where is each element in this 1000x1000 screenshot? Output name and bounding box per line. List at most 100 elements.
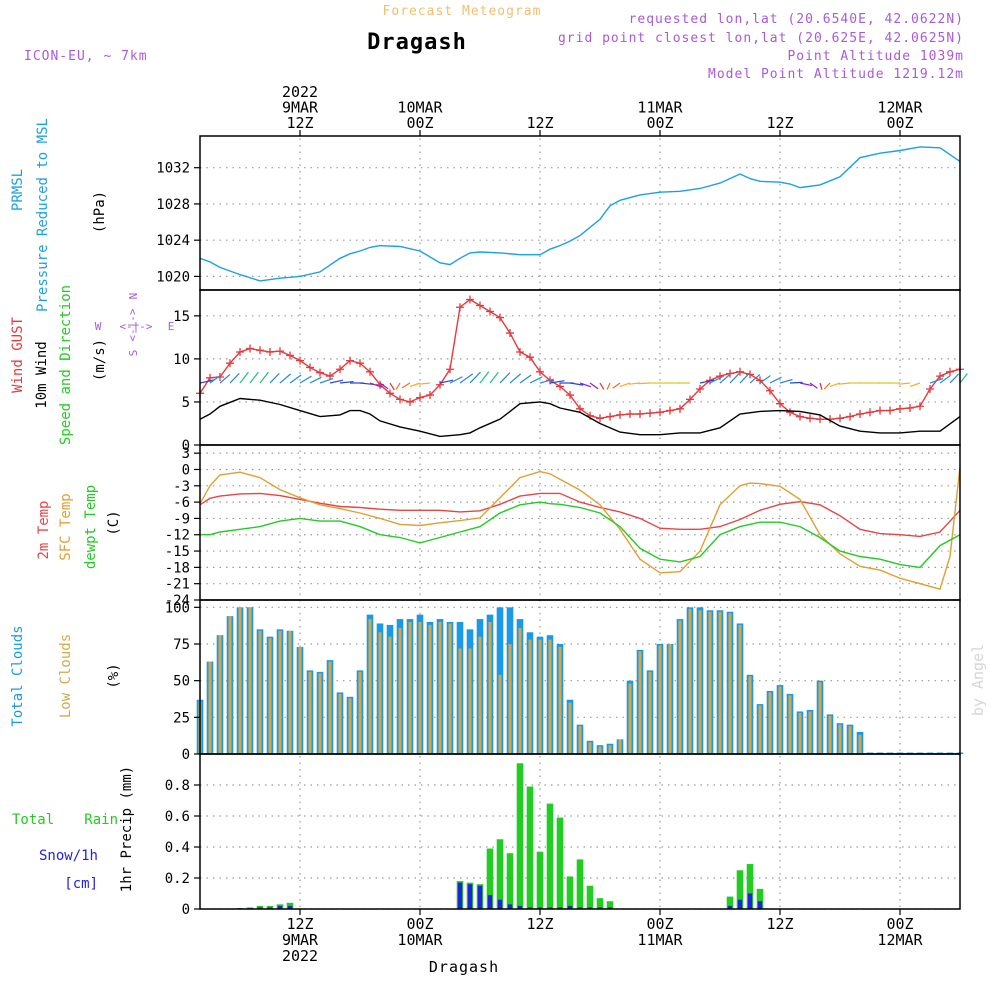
precip-y-tick-label: 0.6: [165, 809, 190, 825]
gust-marker: [726, 369, 734, 378]
gust-marker: [936, 372, 944, 381]
temperature-series-dewpt-temp: [200, 501, 961, 569]
wind-barb: [309, 376, 322, 384]
rain-bar: [516, 763, 524, 909]
gust-marker: [346, 356, 354, 365]
top-time-label: 10MAR: [397, 99, 443, 117]
wind-barb: [209, 375, 221, 384]
rain-bar: [536, 851, 544, 909]
wind-y-tick-label: 10: [173, 352, 190, 368]
gust-marker: [246, 344, 254, 353]
gust-marker: [566, 391, 574, 400]
low-clouds-bar: [418, 622, 422, 754]
wind-series-10m-wind: [199, 397, 961, 438]
wind-barb: [289, 374, 302, 384]
gust-marker: [886, 406, 894, 415]
wind-y-tick-label: 15: [173, 309, 190, 325]
wind-barb: [612, 382, 621, 389]
gust-marker: [266, 348, 274, 356]
snow-bar: [507, 904, 513, 909]
precip-legend-label: Total: [12, 812, 54, 828]
precip-legend-label: [cm]: [64, 876, 98, 892]
rain-bar: [576, 859, 584, 909]
low-clouds-bar: [838, 724, 842, 754]
rain-bar: [556, 817, 564, 909]
temperature-y-tick-label: -6: [173, 495, 190, 511]
temperature-axis-label: dewpt Temp: [83, 485, 99, 569]
gust-marker: [436, 380, 444, 389]
low-clouds-bar: [718, 611, 722, 754]
bottom-time-label: 12Z: [766, 915, 793, 933]
pressure-series-prmsl: [199, 146, 961, 282]
gust-marker: [226, 359, 234, 368]
wind-barb: [259, 371, 269, 384]
wind-barb: [819, 382, 823, 390]
wind-axis-label: Speed and Direction: [58, 285, 74, 445]
snow-bar: [757, 901, 763, 909]
compass-horizontal-arrows: <-|->: [119, 320, 152, 333]
wind-axis-label: (m/s): [92, 339, 108, 381]
low-clouds-bar: [398, 627, 402, 754]
wind-barb: [339, 380, 354, 384]
wind-barb: [949, 373, 960, 384]
low-clouds-bar: [438, 622, 442, 754]
rain-bar: [606, 901, 614, 909]
low-clouds-bar: [778, 686, 782, 754]
precip-y-tick-label: 0.4: [165, 840, 190, 856]
wind-barb: [909, 382, 921, 387]
wind-barb: [709, 376, 723, 384]
snow-bar: [497, 899, 503, 909]
wind-barb: [519, 374, 532, 384]
wind-barb: [219, 373, 231, 384]
gust-marker: [636, 410, 644, 418]
location-title: Dragash: [367, 30, 467, 55]
snow-bar: [747, 893, 753, 909]
low-clouds-bar: [808, 711, 812, 754]
wind-barb: [959, 373, 968, 384]
precip-legend-label: Rain: [84, 812, 118, 828]
low-clouds-bar: [698, 610, 702, 754]
gust-marker: [536, 367, 544, 376]
pressure-y-tick-label: 1024: [156, 233, 190, 249]
top-time-label: 9MAR: [282, 99, 319, 117]
gust-marker: [696, 385, 704, 394]
gust-marker: [786, 408, 794, 417]
gust-marker: [666, 406, 674, 415]
wind-barb: [239, 371, 249, 384]
gust-marker: [656, 408, 664, 417]
wind-barb: [359, 382, 374, 386]
low-clouds-bar: [308, 671, 312, 754]
low-clouds-bar: [528, 639, 532, 754]
precip-y-tick-label: 0.2: [165, 871, 190, 887]
wind-barb: [369, 382, 383, 388]
wind-barb: [439, 379, 454, 384]
gust-marker: [766, 386, 774, 395]
gust-marker: [556, 382, 564, 391]
temperature-axis-label: SFC Temp: [58, 493, 74, 560]
gust-marker: [816, 415, 824, 424]
bottom-time-label: 10MAR: [397, 931, 443, 949]
wind-barb: [199, 379, 215, 384]
low-clouds-bar: [408, 622, 412, 754]
wind-barb: [249, 371, 259, 384]
low-clouds-bar: [428, 624, 432, 754]
low-clouds-bar: [338, 693, 342, 754]
wind-barb: [459, 373, 474, 384]
snow-bar: [567, 905, 573, 909]
low-clouds-bar: [268, 638, 272, 754]
snow-bar: [597, 907, 603, 909]
gust-marker: [476, 301, 484, 310]
bottom-time-label: 2022: [282, 947, 318, 965]
gust-marker: [416, 393, 424, 402]
wind-barb: [549, 380, 565, 384]
snow-bar: [287, 905, 293, 909]
snow-bar: [607, 907, 613, 909]
low-clouds-bar: [508, 644, 512, 754]
rain-bar: [486, 848, 494, 909]
low-clouds-bar: [708, 611, 712, 754]
gust-marker: [446, 365, 454, 374]
wind-barb: [418, 382, 431, 385]
wind-barb: [479, 371, 490, 384]
low-clouds-bar: [558, 646, 562, 754]
